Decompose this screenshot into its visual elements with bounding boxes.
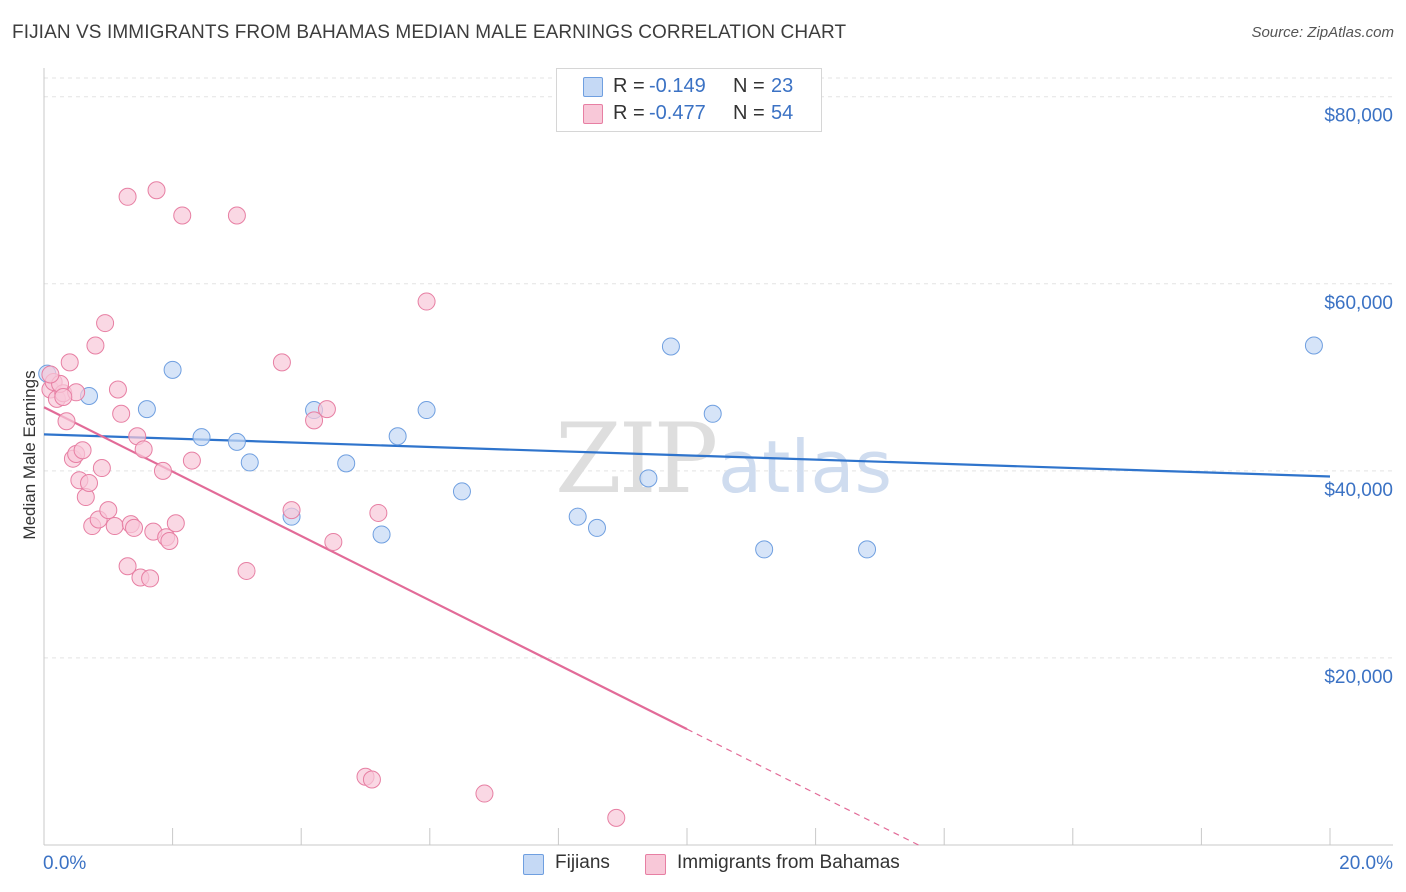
bahamas-point <box>160 532 179 551</box>
fijian-point <box>417 401 436 420</box>
bahamas-point <box>475 784 494 803</box>
y-axis-label: Median Male Earnings <box>20 370 39 539</box>
r-value: -0.149 <box>649 75 706 97</box>
bahamas-point <box>105 517 124 536</box>
bahamas-point <box>182 451 201 470</box>
bahamas-point <box>141 569 160 588</box>
bahamas-point <box>173 206 192 225</box>
bahamas-point <box>118 557 137 576</box>
fijian-point <box>137 400 156 419</box>
bahamas-point <box>73 441 92 460</box>
fijian-point <box>452 482 471 501</box>
bahamas-point <box>362 770 381 789</box>
bahamas-point <box>134 440 153 459</box>
bahamas-point <box>60 353 79 372</box>
bahamas-point <box>417 292 436 311</box>
fijian-point <box>1304 336 1323 355</box>
axes <box>43 68 1393 846</box>
r-label: R = <box>613 75 645 97</box>
fijian-point <box>227 432 246 451</box>
y-tick-label: $20,000 <box>1324 667 1393 688</box>
fijian-point <box>661 337 680 356</box>
fijian-point <box>388 427 407 446</box>
bahamas-point <box>99 501 118 520</box>
fijian-point <box>703 404 722 423</box>
bahamas-point <box>147 181 166 200</box>
bahamas-point <box>118 187 137 206</box>
fijian-point <box>240 453 259 472</box>
fijians-swatch <box>523 854 544 875</box>
bahamas-point <box>41 365 60 384</box>
bahamas-point <box>282 501 301 520</box>
trend-line-dashed <box>686 728 919 846</box>
n-label: N = <box>733 102 765 124</box>
bahamas-point <box>305 411 324 430</box>
legend-label: Immigrants from Bahamas <box>677 852 900 873</box>
n-label: N = <box>733 75 765 97</box>
chart-title: FIJIAN VS IMMIGRANTS FROM BAHAMAS MEDIAN… <box>12 22 847 43</box>
bahamas-point <box>57 412 76 431</box>
bahamas-point <box>369 503 388 522</box>
series-legend: Fijians Immigrants from Bahamas <box>0 852 1406 878</box>
watermark-atlas: atlas <box>718 425 892 509</box>
bahamas-point <box>153 461 172 480</box>
bahamas-point <box>112 404 131 423</box>
fijian-point <box>372 525 391 544</box>
fijians-swatch <box>583 77 603 97</box>
bahamas-point <box>166 514 185 533</box>
bahamas-point <box>96 314 115 333</box>
legend-label: Fijians <box>555 852 610 873</box>
x-tick-min: 0.0% <box>43 853 86 874</box>
fijian-point <box>858 540 877 559</box>
bahamas-swatch <box>583 104 603 124</box>
trend-line-solid <box>43 433 1331 478</box>
bahamas-point <box>54 387 73 406</box>
bahamas-point <box>272 353 291 372</box>
n-value: 23 <box>771 75 794 97</box>
bahamas-point <box>125 518 144 537</box>
fijian-point <box>163 360 182 379</box>
bahamas-swatch <box>645 854 666 875</box>
fijian-point <box>337 454 356 473</box>
data-points <box>38 181 1323 827</box>
watermark-zip: ZIP <box>555 403 716 515</box>
y-tick-label: $80,000 <box>1324 106 1393 127</box>
bahamas-point <box>80 474 99 493</box>
bahamas-point <box>86 336 105 355</box>
r-label: R = <box>613 102 645 124</box>
fijian-point <box>587 518 606 537</box>
fijian-point <box>639 469 658 488</box>
bahamas-point <box>92 459 111 478</box>
bahamas-point <box>237 561 256 580</box>
y-tick-label: $40,000 <box>1324 480 1393 501</box>
fijian-point <box>755 540 774 559</box>
trend-line-solid <box>43 406 688 731</box>
watermark: ZIP atlas <box>555 403 892 515</box>
r-value: -0.477 <box>649 102 706 124</box>
fijian-point <box>192 428 211 447</box>
bahamas-point <box>607 808 626 827</box>
x-tick-max: 20.0% <box>1339 853 1393 874</box>
trend-lines <box>43 406 1331 846</box>
n-value: 54 <box>771 102 794 124</box>
fijian-point <box>568 507 587 526</box>
stats-legend: R = -0.149 N = 23 R = -0.477 N = 54 <box>556 68 822 132</box>
bahamas-point <box>108 380 127 399</box>
bahamas-point <box>227 206 246 225</box>
source-credit: Source: ZipAtlas.com <box>1251 24 1394 41</box>
bahamas-point <box>317 400 336 419</box>
bahamas-point <box>324 532 343 551</box>
y-tick-label: $60,000 <box>1324 293 1393 314</box>
y-tick-labels: $20,000 $40,000 $60,000 $80,000 <box>1324 106 1393 688</box>
